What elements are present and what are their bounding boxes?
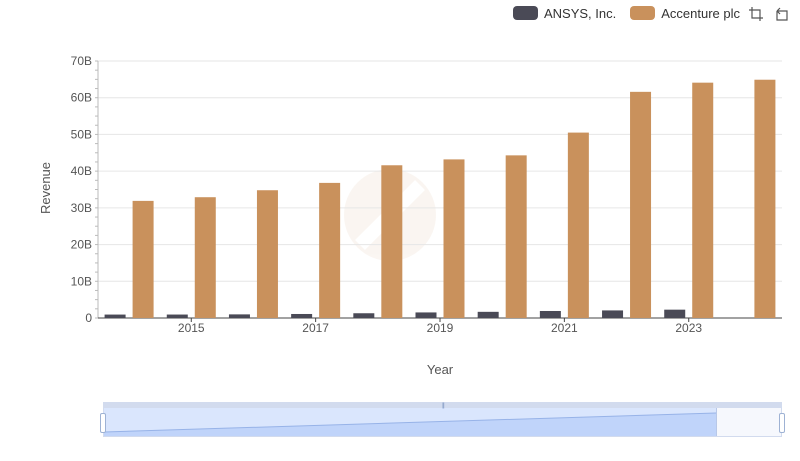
toolbox	[748, 6, 790, 22]
bar-ansys[interactable]	[166, 314, 188, 318]
bar-accenture[interactable]	[132, 200, 154, 318]
legend-label-ansys: ANSYS, Inc.	[543, 5, 617, 21]
bar-ansys[interactable]	[664, 309, 686, 318]
bar-accenture[interactable]	[443, 159, 465, 318]
y-tick-label: 60B	[71, 91, 92, 105]
slider-handle-right[interactable]	[779, 413, 785, 433]
x-tick-label: 2019	[427, 321, 454, 335]
bar-accenture[interactable]	[630, 91, 652, 318]
bar-accenture[interactable]	[754, 79, 776, 318]
zoom-icon[interactable]	[748, 6, 764, 22]
slider-grip-icon[interactable]: |||	[442, 403, 445, 409]
bar-ansys[interactable]	[477, 311, 499, 318]
bar-accenture[interactable]	[194, 197, 216, 318]
bar-ansys[interactable]	[104, 314, 126, 318]
y-tick-label: 20B	[71, 238, 92, 252]
x-tick-label: 2015	[178, 321, 205, 335]
bar-ansys[interactable]	[602, 310, 624, 318]
y-tick-label: 10B	[71, 274, 92, 288]
bar-accenture[interactable]	[319, 182, 341, 318]
x-axis-title: Year	[427, 362, 454, 377]
bar-ansys[interactable]	[539, 310, 561, 318]
legend-item-accenture[interactable]: Accenture plc	[630, 6, 740, 21]
bar-accenture[interactable]	[381, 165, 403, 318]
legend-label-accenture: Accenture plc	[661, 5, 740, 21]
y-axis-title: Revenue	[38, 162, 53, 214]
bar-ansys[interactable]	[291, 313, 313, 318]
bar-accenture[interactable]	[692, 82, 714, 318]
slider-track[interactable]	[104, 403, 781, 408]
y-tick-label: 30B	[71, 201, 92, 215]
y-tick-label: 0	[85, 311, 92, 325]
bar-ansys[interactable]	[353, 313, 375, 318]
y-tick-label: 70B	[71, 54, 92, 68]
restore-icon[interactable]	[774, 6, 790, 22]
x-tick-label: 2023	[675, 321, 702, 335]
legend-swatch-accenture	[630, 6, 656, 20]
bar-accenture[interactable]	[567, 132, 589, 318]
data-zoom-slider[interactable]: |||	[100, 402, 785, 437]
legend: ANSYS, Inc. Accenture plc	[512, 4, 740, 22]
y-tick-label: 50B	[71, 127, 92, 141]
slider-preview	[104, 412, 717, 436]
x-tick-label: 2017	[302, 321, 329, 335]
bar-ansys[interactable]	[415, 312, 437, 318]
bar-accenture[interactable]	[256, 190, 278, 318]
bar-ansys[interactable]	[228, 314, 250, 318]
legend-item-ansys[interactable]: ANSYS, Inc.	[512, 5, 617, 21]
legend-swatch-ansys	[512, 6, 538, 20]
slider-handle-left[interactable]	[100, 413, 106, 433]
slider-selected-range[interactable]	[104, 408, 717, 436]
bar-accenture[interactable]	[505, 155, 527, 318]
y-tick-label: 40B	[71, 164, 92, 178]
x-tick-label: 2021	[551, 321, 578, 335]
